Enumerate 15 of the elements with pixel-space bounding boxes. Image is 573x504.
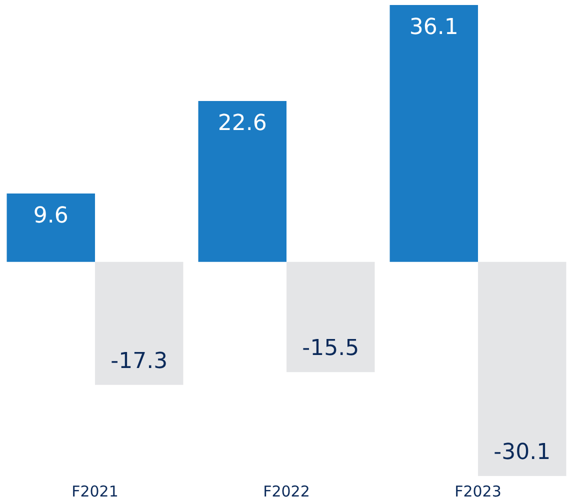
data-label: -17.3 bbox=[110, 348, 168, 374]
bar bbox=[95, 262, 184, 385]
bar bbox=[198, 101, 286, 262]
data-label: -30.1 bbox=[494, 440, 551, 465]
bar bbox=[390, 5, 478, 262]
data-label: -15.5 bbox=[302, 336, 360, 362]
bar bbox=[286, 262, 375, 372]
bar bbox=[6, 194, 96, 262]
x-tick-label: F2021 bbox=[72, 482, 118, 500]
x-tick-label: F2023 bbox=[454, 482, 502, 500]
data-label: 22.6 bbox=[218, 111, 267, 136]
data-label: 36.1 bbox=[409, 15, 458, 40]
bar bbox=[478, 262, 566, 476]
x-tick-label: F2022 bbox=[263, 482, 310, 500]
data-label: 9.6 bbox=[33, 204, 68, 229]
